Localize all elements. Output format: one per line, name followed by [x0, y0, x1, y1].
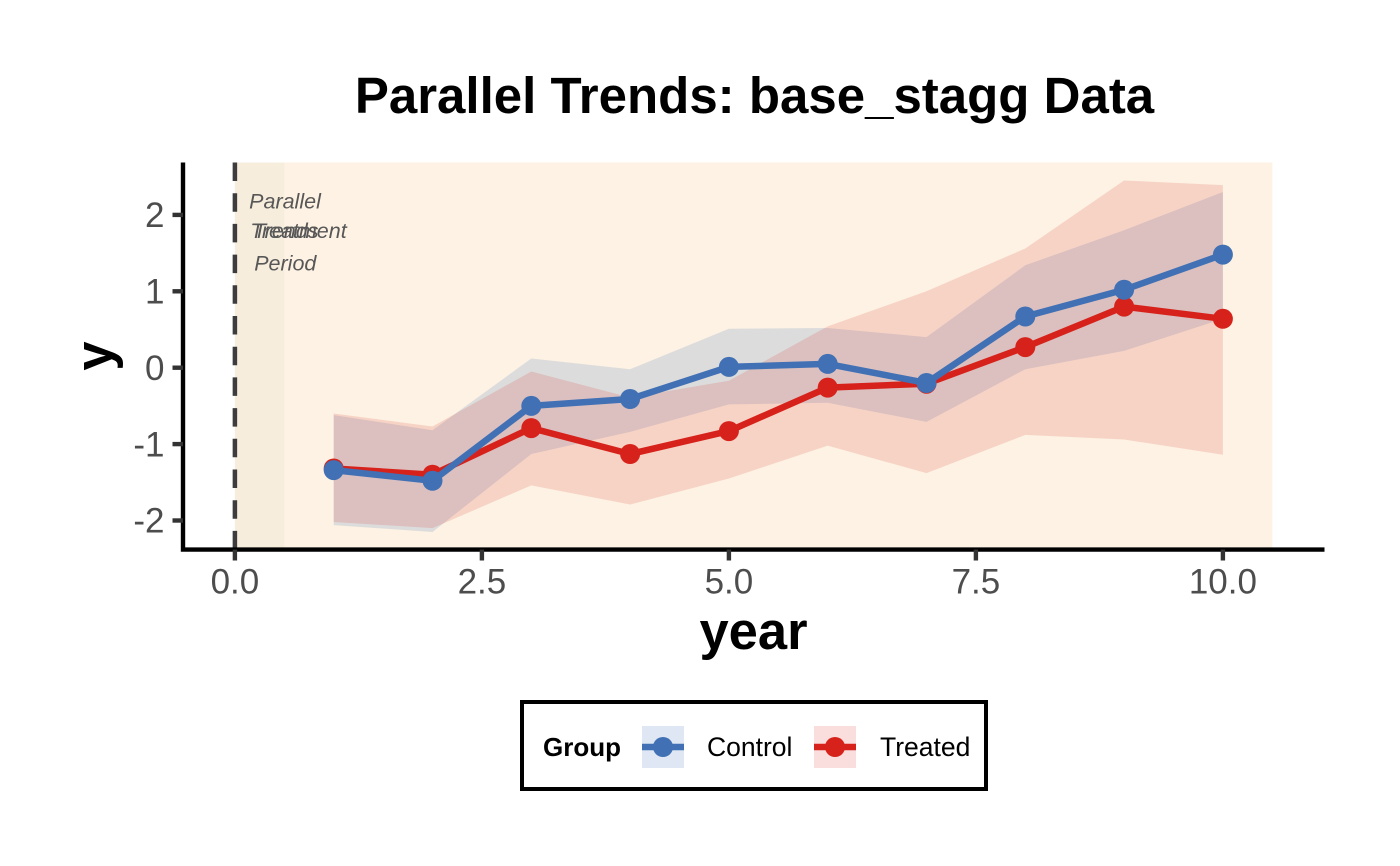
- svg-text:Parallel Trends: base_stagg Da: Parallel Trends: base_stagg Data: [355, 67, 1155, 124]
- svg-text:y: y: [65, 341, 124, 370]
- svg-text:Treated: Treated: [880, 732, 970, 762]
- svg-text:Parallel: Parallel: [249, 190, 322, 214]
- svg-text:5.0: 5.0: [705, 563, 754, 602]
- svg-text:Group: Group: [543, 732, 621, 762]
- svg-text:1: 1: [145, 273, 164, 312]
- svg-text:Control: Control: [707, 732, 792, 762]
- svg-text:Period: Period: [254, 252, 317, 276]
- svg-text:-2: -2: [133, 502, 164, 541]
- svg-text:0: 0: [145, 349, 164, 388]
- svg-text:0.0: 0.0: [211, 563, 260, 602]
- svg-text:-1: -1: [133, 425, 164, 464]
- svg-text:10.0: 10.0: [1189, 563, 1257, 602]
- svg-text:Treatment: Treatment: [250, 219, 347, 243]
- svg-text:year: year: [699, 602, 807, 661]
- svg-text:Trends: Trends: [253, 219, 319, 243]
- svg-text:2: 2: [145, 196, 164, 235]
- svg-text:2.5: 2.5: [458, 563, 507, 602]
- svg-text:7.5: 7.5: [952, 563, 1001, 602]
